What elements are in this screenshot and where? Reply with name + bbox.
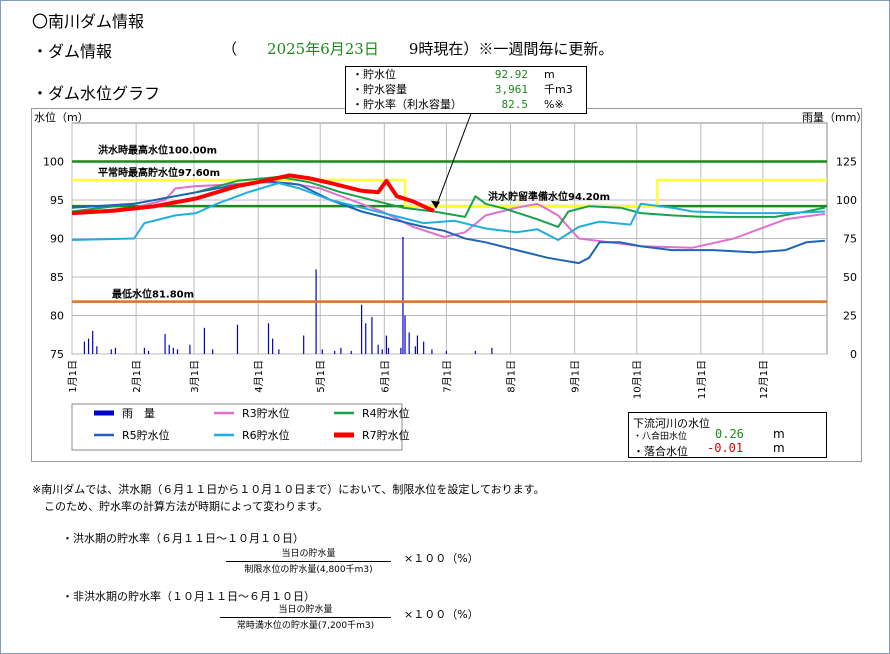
fraction-numerator: 当日の貯水量 (220, 602, 391, 618)
info-label: ・貯水率（利水容量） (352, 98, 462, 111)
legend-label: 雨 量 (122, 407, 155, 420)
info-row: ・貯水容量 3,961 千m3 (346, 83, 586, 97)
legend-box (71, 403, 403, 451)
times-100: ×１００（%） (404, 552, 479, 565)
x-tick-label: 1月1日 (67, 360, 79, 393)
y-tick-label: 80 (50, 310, 64, 323)
y2-axis-label: 雨量（mm） (802, 111, 861, 124)
reference-label: 平常時最高貯水位97.60m (98, 166, 220, 179)
flood-season-formula-title: ・洪水期の貯水率（６月１１日～１０月１０日） (62, 532, 304, 545)
x-tick-label: 3月1日 (189, 360, 201, 393)
y-tick-label: 90 (50, 233, 64, 246)
y2-tick-label: 100 (836, 194, 857, 207)
note-line-1: ※南川ダムでは、洪水期（６月１１日から１０月１０日まで）において、制限水位を設定… (32, 483, 545, 496)
y2-tick-label: 50 (843, 271, 857, 284)
series-line-r6 (71, 182, 825, 241)
y2-tick-label: 75 (843, 233, 857, 246)
info-unit: 千m3 (544, 83, 573, 96)
water-level-chart: 75 0 80 25 85 50 90 75 95 100 100 125 水位（m） 雨量（mm） 1月1… (34, 110, 867, 451)
info-unit: %※ (544, 98, 564, 111)
legend: 雨 量 R3貯水位 R4貯水位 R5貯水位 R6貯水位 R7貯水位 (71, 403, 410, 451)
x-tick-label: 4月1日 (253, 360, 265, 393)
flood-season-fraction: 当日の貯水量 制限水位の貯水量(4,800千m3) (226, 546, 391, 575)
storage-info-box: ・貯水位 92.92 m ・貯水容量 3,961 千m3 ・貯水率（利水容量） 82.5%… (345, 66, 587, 114)
hachigoda-label: ・八合田水位 (633, 432, 688, 442)
y-tick-label: 85 (50, 271, 64, 284)
limit-level-line (72, 178, 827, 208)
nonflood-season-fraction: 当日の貯水量 常時満水位の貯水量(7,200千m3) (220, 602, 391, 631)
info-label: ・貯水位 (352, 68, 396, 81)
y-axis-label: 水位（m） (34, 110, 89, 124)
legend-label: R3貯水位 (242, 406, 290, 420)
hachigoda-unit: m (773, 427, 785, 441)
y-tick-label: 95 (50, 194, 64, 207)
update-date: （ 2025年6月23日 9時現在）※一週間毎に更新。 (222, 38, 613, 59)
x-tick-label: 12月1日 (758, 360, 770, 399)
info-value: 92.92 (494, 68, 528, 81)
date-open: （ (222, 40, 238, 58)
info-row: ・貯水率（利水容量） 82.5 %※ (346, 98, 586, 112)
hachigoda-value: 0.26 (715, 427, 744, 441)
fraction-numerator: 当日の貯水量 (226, 546, 391, 562)
reference-label: 洪水時最高水位100.00m (98, 144, 217, 157)
dam-info-heading: ・ダム情報 (32, 42, 113, 61)
date-value: 2025年6月23日 (267, 40, 379, 58)
y2-tick-label: 125 (836, 156, 857, 169)
info-row: ・貯水位 92.92 m (346, 68, 586, 82)
x-tick-label: 6月1日 (379, 360, 391, 393)
downstream-title: 下流河川の水位 (633, 417, 710, 430)
x-tick-label: 5月1日 (315, 360, 327, 393)
ochiai-unit: m (773, 441, 785, 455)
y-tick-label: 100 (43, 156, 64, 169)
downstream-level-box: 下流河川の水位 ・八合田水位 0.26 m ・落合水位 -0.01 m (628, 412, 827, 458)
fraction-denominator: 制限水位の貯水量(4,800千m3) (244, 565, 373, 575)
graph-heading: ・ダム水位グラフ (32, 84, 161, 103)
legend-label: R7貯水位 (362, 428, 410, 442)
x-tick-label: 2月1日 (131, 360, 143, 393)
y-tick-label: 75 (50, 348, 64, 361)
info-label: ・貯水容量 (352, 83, 407, 96)
x-tick-label: 9月1日 (570, 360, 582, 393)
chart-container: 75 0 80 25 85 50 90 75 95 100 100 125 水位（m） 雨量（mm） 1月1… (31, 108, 867, 462)
info-value: 82.5 (501, 98, 529, 111)
x-tick-label: 11月1日 (696, 360, 708, 399)
series-line-r7 (71, 173, 435, 216)
page-title: 〇南川ダム情報 (32, 12, 145, 31)
y2-tick-label: 25 (843, 310, 857, 323)
x-tick-label: 7月1日 (441, 360, 453, 393)
fraction-denominator: 常時満水位の貯水量(7,200千m3) (236, 621, 375, 631)
info-pointer-head (430, 200, 440, 209)
legend-label: R5貯水位 (122, 428, 170, 442)
legend-label: R4貯水位 (362, 406, 410, 420)
note-line-2: このため、貯水率の計算方法が時期によって変わります。 (44, 500, 329, 513)
reference-label: 最低水位81.80m (112, 288, 194, 301)
x-tick-label: 8月1日 (506, 360, 518, 393)
info-value: 3,961 (494, 83, 528, 96)
date-time: 9時現在）※一週間毎に更新。 (408, 40, 614, 58)
ochiai-label: ・落合水位 (633, 445, 688, 458)
y2-tick-label: 0 (850, 348, 857, 361)
times-100: ×１００（%） (404, 608, 479, 621)
nonflood-season-formula-title: ・非洪水期の貯水率（１０月１１日～６月１０日） (62, 590, 315, 603)
legend-label: R6貯水位 (242, 428, 290, 442)
info-unit: m (544, 68, 555, 81)
reference-label: 洪水貯留準備水位94.20m (488, 190, 610, 203)
ochiai-value: -0.01 (707, 441, 744, 455)
info-pointer-line (435, 110, 473, 207)
series-line-r5 (71, 180, 825, 265)
x-tick-label: 10月1日 (632, 360, 644, 399)
